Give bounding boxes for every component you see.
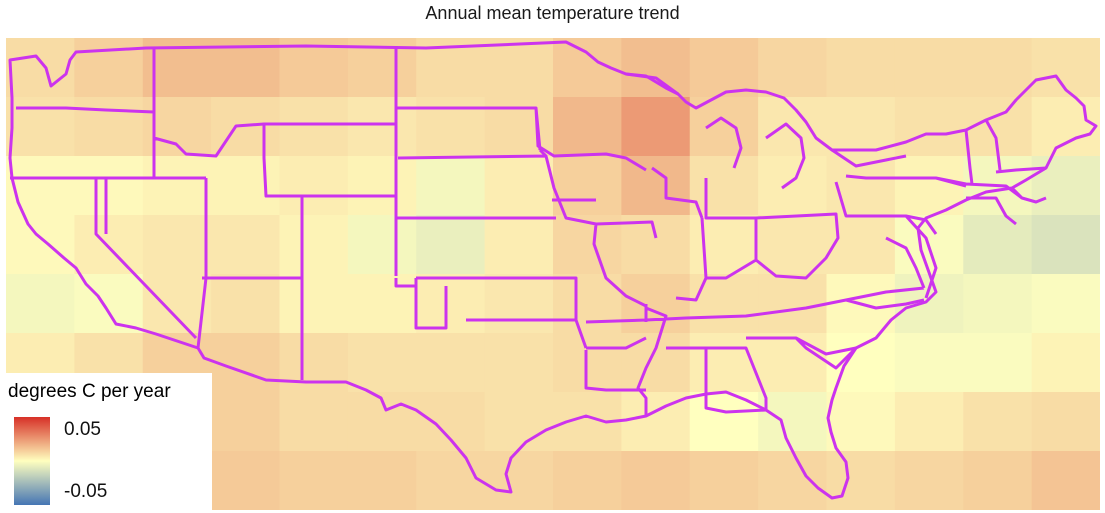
grid-cell [211, 215, 281, 275]
grid-cell [621, 38, 691, 98]
map-title: Annual mean temperature trend [425, 3, 680, 23]
grid-cell [963, 274, 1033, 334]
grid-cell [689, 97, 759, 157]
grid-cell [758, 392, 828, 452]
grid-cell [279, 333, 349, 393]
grid-cell [416, 97, 486, 157]
grid-cell [894, 38, 964, 98]
grid-cell [484, 38, 554, 98]
grid-cell [621, 215, 691, 275]
grid-cell [74, 38, 144, 98]
grid-cell [689, 333, 759, 393]
grid-cell [963, 451, 1033, 510]
grid-cell [963, 215, 1033, 275]
grid-cell [1031, 97, 1100, 157]
grid-cell [347, 274, 417, 334]
grid-cell [621, 333, 691, 393]
grid-cell [6, 215, 75, 275]
grid-cell [416, 274, 486, 334]
grid-cell [758, 215, 828, 275]
legend-tick-low: -0.05 [64, 481, 108, 503]
grid-cell [553, 156, 622, 216]
grid-cell [1031, 215, 1100, 275]
grid-cell [894, 451, 964, 510]
grid-cell [347, 215, 417, 275]
grid-cell [211, 333, 281, 393]
grid-cell [347, 97, 417, 157]
grid-cell [416, 451, 486, 510]
grid-cell [963, 38, 1033, 98]
grid-cell [484, 451, 554, 510]
grid-cell [279, 392, 349, 452]
grid-cell [621, 97, 691, 157]
grid-cell [689, 38, 759, 98]
grid-cell [758, 156, 828, 216]
grid-cell [621, 274, 691, 334]
grid-cell [211, 451, 281, 510]
grid-cell [1031, 274, 1100, 334]
grid-cell [211, 274, 281, 334]
grid-cell [758, 274, 828, 334]
grid-cell [211, 392, 281, 452]
grid-cell [484, 392, 554, 452]
grid-cell [758, 451, 828, 510]
grid-cell [484, 274, 554, 334]
grid-cell [416, 333, 486, 393]
grid-cell [1031, 333, 1100, 393]
grid-cell [689, 156, 759, 216]
temperature-trend-map [6, 38, 1100, 510]
grid-cell [211, 156, 281, 216]
grid-cell [826, 451, 896, 510]
state-lines [10, 46, 1047, 416]
grid-cell [74, 97, 144, 157]
grid-cell [416, 156, 486, 216]
grid-cell [74, 215, 144, 275]
grid-cell [484, 333, 554, 393]
grid-cell [416, 392, 486, 452]
grid-cell [553, 451, 622, 510]
grid-cell [1031, 451, 1100, 510]
legend: degrees C per year 0.05 -0.05 [0, 373, 212, 513]
grid-cell [894, 333, 964, 393]
state-boundaries [8, 40, 1098, 500]
grid-cell [689, 274, 759, 334]
grid-cell [1031, 156, 1100, 216]
grid-cell [826, 392, 896, 452]
grid-cell [6, 38, 75, 98]
grid-cell [826, 38, 896, 98]
legend-color-bar [14, 417, 50, 505]
grid-cell [894, 392, 964, 452]
grid-cell [484, 215, 554, 275]
grid-cell [279, 451, 349, 510]
grid-cell [553, 97, 622, 157]
grid-cell [1031, 392, 1100, 452]
grid-cell [894, 97, 964, 157]
grid-cell [416, 215, 486, 275]
grid-cell [279, 274, 349, 334]
grid-cell [142, 215, 212, 275]
grid-cell [6, 274, 75, 334]
grid-cell [6, 97, 75, 157]
grid-cell [758, 333, 828, 393]
grid-cell [963, 392, 1033, 452]
grid-cell [621, 451, 691, 510]
grid-cell [74, 156, 144, 216]
grid-cell [347, 156, 417, 216]
grid-cell [963, 333, 1033, 393]
grid-cell [689, 451, 759, 510]
grid-cell [347, 451, 417, 510]
grid-cell [621, 156, 691, 216]
legend-title: degrees C per year [8, 381, 171, 402]
grid-cell [758, 38, 828, 98]
grid-cell [484, 156, 554, 216]
grid-cell [279, 156, 349, 216]
grid-cell [279, 215, 349, 275]
legend-tick-high: 0.05 [64, 418, 101, 440]
grid-cell [279, 97, 349, 157]
grid-cell [6, 156, 75, 216]
great-lakes [625, 72, 907, 190]
grid-cell [347, 333, 417, 393]
